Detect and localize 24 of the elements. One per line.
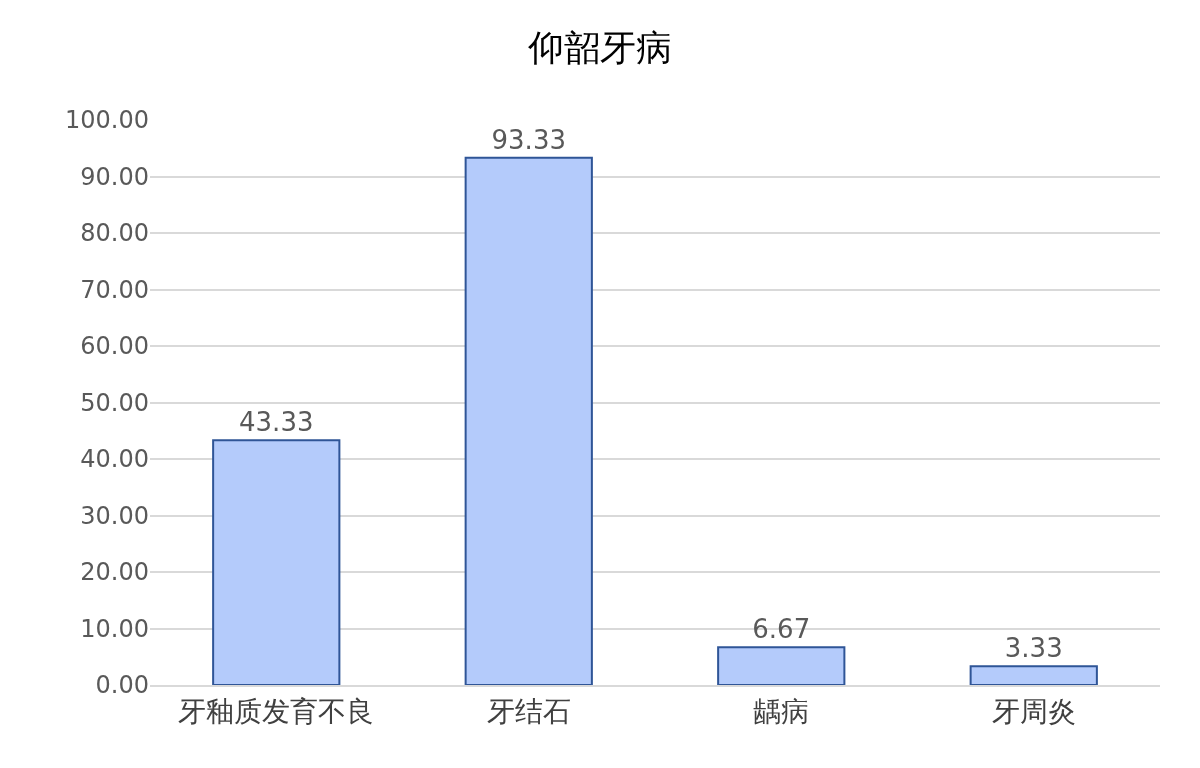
y-tick-label: 100.00 xyxy=(65,106,149,135)
bar xyxy=(464,156,593,685)
data-label: 6.67 xyxy=(752,614,811,645)
y-tick-label: 50.00 xyxy=(80,388,149,417)
y-tick-label: 70.00 xyxy=(80,275,149,304)
y-tick-label: 30.00 xyxy=(80,501,149,530)
x-tick-label: 牙结石 xyxy=(486,694,571,728)
y-tick-label: 10.00 xyxy=(80,614,149,643)
bar xyxy=(969,665,1098,685)
bar xyxy=(717,646,846,685)
y-tick-label: 20.00 xyxy=(80,558,149,587)
y-tick-label: 90.00 xyxy=(80,162,149,191)
y-tick-label: 40.00 xyxy=(80,445,149,474)
x-tick-label: 龋病 xyxy=(753,694,810,728)
data-label: 93.33 xyxy=(491,124,566,155)
y-tick-label: 0.00 xyxy=(95,671,149,700)
data-label: 43.33 xyxy=(239,407,314,438)
x-tick-label: 牙釉质发育不良 xyxy=(178,694,375,728)
y-tick-label: 80.00 xyxy=(80,219,149,248)
bar xyxy=(212,439,341,685)
y-tick-label: 60.00 xyxy=(80,332,149,361)
data-label: 3.33 xyxy=(1004,633,1063,664)
x-tick-label: 牙周炎 xyxy=(991,694,1076,728)
chart-title: 仰韶牙病 xyxy=(528,26,672,68)
